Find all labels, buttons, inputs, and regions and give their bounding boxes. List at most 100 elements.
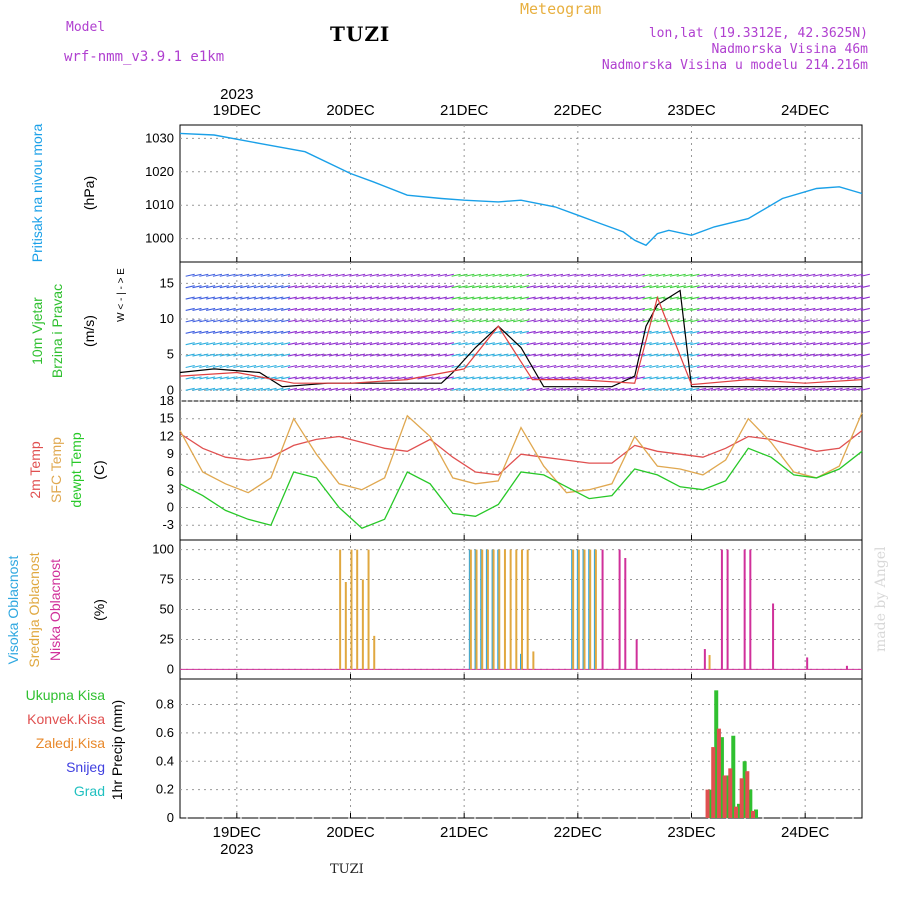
- wind-barb: [737, 273, 748, 277]
- wind-barb: [847, 387, 857, 391]
- wind-barb: [478, 387, 489, 391]
- wind-barb: [403, 364, 414, 369]
- date-label-bottom: 21DEC: [440, 824, 489, 841]
- wind-barb: [403, 387, 414, 391]
- wind-barb: [649, 342, 659, 346]
- wind-barb: [472, 387, 482, 391]
- wind-barb: [540, 307, 550, 312]
- wind-barb: [465, 364, 475, 369]
- wind-barb: [506, 376, 516, 380]
- wind-barb: [308, 387, 318, 391]
- wind-barb: [417, 285, 427, 289]
- wind-barb: [587, 273, 598, 277]
- wind-barb: [281, 319, 291, 323]
- precip-bar-conv: [728, 768, 733, 818]
- cloud-axis-label-1: Visoka Oblacnost: [5, 556, 21, 665]
- wind-barb: [690, 353, 700, 357]
- wind-barb: [506, 273, 516, 277]
- wind-barb: [212, 364, 223, 369]
- wind-barb: [417, 307, 427, 312]
- wind-unit-label: (m/s): [81, 315, 97, 347]
- wind-barb: [492, 273, 502, 277]
- wind-barb: [840, 285, 850, 289]
- wind-barb: [662, 387, 673, 391]
- wind-barb: [369, 285, 379, 289]
- precip-bar-total: [736, 803, 741, 818]
- wind-barb: [765, 296, 775, 300]
- wind-barb: [424, 364, 434, 369]
- wind-barb: [287, 376, 298, 380]
- wind-barb: [301, 387, 311, 391]
- wind-barb: [615, 319, 625, 323]
- wind-barb: [437, 353, 448, 357]
- wind-barb: [335, 285, 345, 289]
- wind-barb: [240, 296, 250, 300]
- wind-barb: [444, 353, 454, 357]
- wind-barb: [860, 330, 870, 334]
- wind-barb: [485, 387, 495, 391]
- wind-barb: [662, 342, 673, 346]
- y-tick-label: 0: [167, 382, 174, 397]
- wind-barb: [424, 285, 434, 289]
- wind-barb: [799, 364, 809, 369]
- wind-barb: [724, 342, 734, 346]
- wind-barb: [649, 285, 659, 289]
- wind-barb: [662, 319, 673, 323]
- wind-barb: [751, 319, 761, 323]
- wind-barb: [274, 342, 284, 346]
- wind-barb: [717, 319, 727, 323]
- wind-barb: [813, 285, 823, 289]
- wind-barb: [594, 376, 605, 380]
- wind-barb: [240, 273, 250, 277]
- wind-barb: [622, 296, 632, 300]
- wind-barb: [465, 319, 475, 323]
- wind-barb: [778, 376, 789, 380]
- wind-barb: [840, 387, 850, 391]
- wind-barb: [676, 273, 686, 277]
- wind-barb: [376, 364, 386, 369]
- wind-barb: [751, 353, 761, 357]
- wind-barb: [376, 387, 386, 391]
- wind-barb: [547, 364, 557, 369]
- wind-barb: [431, 285, 441, 289]
- wind-barb: [253, 364, 264, 369]
- wind-barb: [717, 330, 727, 334]
- wind-barb: [540, 342, 550, 346]
- wind-barb: [390, 376, 400, 380]
- wind-barb: [437, 307, 448, 312]
- wind-barb: [833, 296, 843, 300]
- wind-barb: [813, 307, 823, 312]
- y-tick-label: 12: [160, 428, 174, 443]
- wind-barb: [444, 387, 454, 391]
- wind-barb: [219, 273, 229, 277]
- wind-barb: [192, 285, 202, 289]
- wind-barb: [587, 330, 598, 334]
- wind-barb: [628, 353, 639, 357]
- wind-barb: [744, 387, 755, 391]
- wind-barb: [376, 307, 386, 312]
- wind-barb: [206, 285, 216, 289]
- wind-barb: [417, 319, 427, 323]
- wind-barb: [547, 376, 557, 380]
- wind-barb: [335, 296, 345, 300]
- wind-barb: [253, 387, 264, 391]
- wind-barb: [376, 376, 386, 380]
- wind-barb: [253, 285, 264, 289]
- wind-barb: [233, 307, 243, 312]
- wind-barb: [206, 353, 216, 357]
- wind-barb: [199, 376, 209, 380]
- wind-barb: [608, 330, 618, 334]
- wind-barb: [362, 353, 373, 357]
- wind-barb: [185, 387, 195, 391]
- wind-barb: [512, 296, 523, 300]
- wind-barb: [458, 387, 468, 391]
- wind-barb: [792, 376, 802, 380]
- wind-barb: [533, 364, 543, 369]
- wind-barb: [499, 353, 509, 357]
- wind-barb: [342, 319, 352, 323]
- wind-barb: [649, 330, 659, 334]
- wind-barb: [635, 342, 645, 346]
- wind-barb: [206, 376, 216, 380]
- wind-barb: [335, 319, 345, 323]
- wind-barb: [390, 319, 400, 323]
